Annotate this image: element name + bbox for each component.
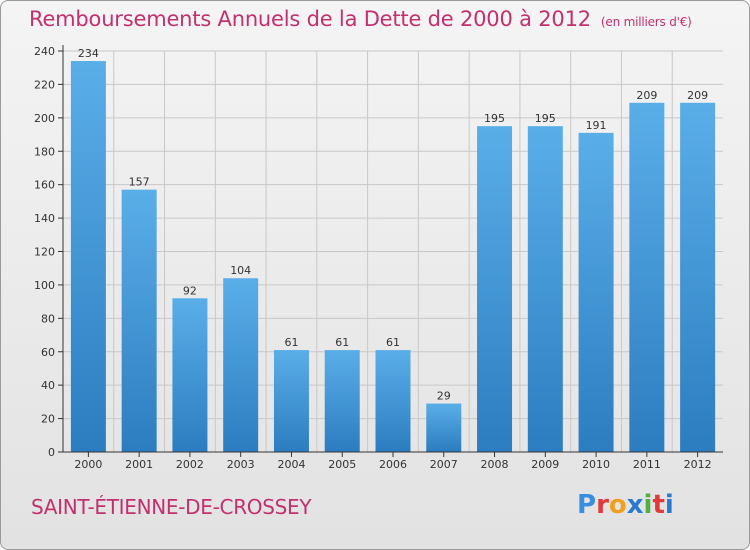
bar-value-label: 209: [636, 89, 657, 102]
x-tick-label: 2008: [481, 458, 509, 471]
bar: [70, 61, 106, 453]
brand-letter: r: [596, 490, 609, 520]
chart-subtitle: (en milliers d'€): [600, 15, 692, 29]
bar: [680, 102, 716, 452]
bar-value-label: 195: [535, 112, 556, 125]
bar: [273, 350, 309, 452]
bar: [477, 126, 513, 452]
bar-value-label: 104: [230, 264, 251, 277]
bar-value-label: 92: [183, 284, 197, 297]
x-tick-label: 2011: [633, 458, 661, 471]
axes: [58, 45, 723, 457]
x-tick-label: 2012: [684, 458, 712, 471]
bar: [426, 403, 462, 452]
y-tick-label: 220: [34, 78, 55, 91]
y-tick-label: 180: [34, 145, 55, 158]
bar-value-label: 61: [284, 336, 298, 349]
y-tick-label: 240: [34, 45, 55, 58]
bar: [578, 132, 614, 452]
y-tick-label: 0: [48, 446, 55, 459]
x-tick-label: 2000: [74, 458, 102, 471]
x-tick-label: 2006: [379, 458, 407, 471]
y-tick-label: 160: [34, 179, 55, 192]
bar-value-label: 61: [386, 336, 400, 349]
bar: [121, 189, 157, 452]
proxiti-logo: Proxiti: [577, 490, 674, 520]
bar-value-label: 61: [335, 336, 349, 349]
y-tick-label: 140: [34, 212, 55, 225]
x-tick-label: 2002: [176, 458, 204, 471]
y-tick-label: 20: [41, 413, 55, 426]
labels: 0 20 40 60 80 100 120 140 160 180 200 220 240 234 2000…: [34, 45, 712, 471]
x-tick-label: 2010: [582, 458, 610, 471]
brand-letter: i: [643, 490, 653, 520]
bar: [629, 102, 665, 452]
x-tick-label: 2004: [277, 458, 305, 471]
bar-value-label: 191: [586, 119, 607, 132]
brand-letter: t: [652, 490, 665, 520]
y-tick-label: 100: [34, 279, 55, 292]
y-tick-label: 40: [41, 379, 55, 392]
chart-title: Remboursements Annuels de la Dette de 20…: [29, 7, 692, 31]
y-tick-label: 120: [34, 246, 55, 259]
commune-name: SAINT-ÉTIENNE-DE-CROSSEY: [31, 495, 312, 519]
y-tick-label: 200: [34, 112, 55, 125]
y-tick-label: 80: [41, 312, 55, 325]
brand-letter: o: [608, 490, 627, 520]
bar-value-label: 234: [78, 47, 99, 60]
x-tick-label: 2001: [125, 458, 153, 471]
y-tick-label: 60: [41, 346, 55, 359]
brand-letter: i: [664, 490, 674, 520]
bar-value-label: 157: [129, 176, 150, 189]
bars: [70, 61, 716, 453]
x-tick-label: 2003: [227, 458, 255, 471]
bar: [527, 126, 563, 452]
x-tick-label: 2007: [430, 458, 458, 471]
bar-value-label: 195: [484, 112, 505, 125]
bar: [324, 350, 360, 452]
bar: [172, 298, 208, 452]
brand-letter: x: [626, 490, 644, 520]
bar-value-label: 209: [687, 89, 708, 102]
x-tick-label: 2005: [328, 458, 356, 471]
brand-letter: P: [577, 490, 597, 520]
bar: [223, 278, 259, 452]
x-tick-label: 2009: [531, 458, 559, 471]
chart-title-text: Remboursements Annuels de la Dette de 20…: [29, 7, 591, 31]
bar: [375, 350, 411, 452]
bar-value-label: 29: [437, 390, 451, 403]
